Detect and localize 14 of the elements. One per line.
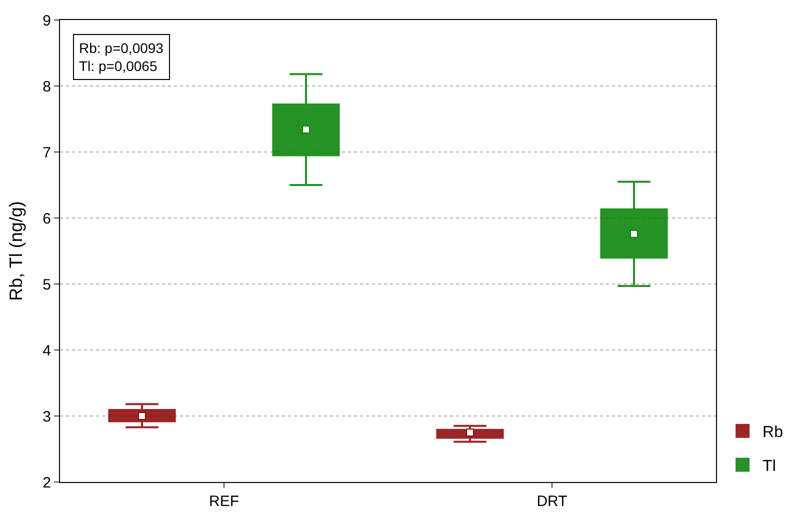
y-tick-label: 6 [42, 210, 51, 228]
y-tick-label: 3 [42, 408, 51, 426]
y-axis-title: Rb, Tl (ng/g) [6, 201, 26, 301]
legend-label: Tl [762, 458, 776, 475]
y-tick-label: 8 [42, 78, 51, 96]
x-tick-label: REF [209, 493, 239, 510]
y-tick-label: 9 [42, 12, 51, 30]
legend-label: Rb [762, 424, 784, 442]
annotation: Rb: p=0,0093 Tl: p=0,0065 [79, 40, 164, 74]
y-tick-label: 2 [42, 474, 51, 492]
y-tick-label: 7 [42, 144, 51, 162]
y-tick-label: 5 [42, 276, 51, 294]
y-tick-label: 4 [42, 342, 51, 360]
x-tick-label: DRT [536, 493, 568, 510]
